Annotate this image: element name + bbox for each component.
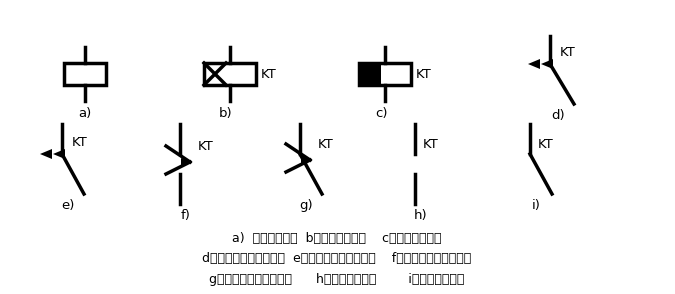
Text: b): b) (219, 106, 233, 119)
Polygon shape (541, 59, 553, 69)
Polygon shape (181, 158, 190, 166)
Text: KT: KT (261, 68, 277, 81)
Text: KT: KT (423, 138, 439, 151)
Text: c): c) (375, 106, 387, 119)
Text: KT: KT (416, 68, 432, 81)
Text: KT: KT (538, 138, 554, 151)
Text: f): f) (181, 210, 191, 223)
Polygon shape (528, 59, 540, 69)
Text: d）延时闭合的动断触点  e）延时断开的动断触点    f）延时断开的动合触点: d）延时闭合的动断触点 e）延时断开的动断触点 f）延时断开的动合触点 (202, 253, 472, 265)
Polygon shape (40, 149, 52, 159)
Polygon shape (53, 149, 65, 159)
Text: i): i) (532, 200, 541, 213)
Text: d): d) (551, 108, 565, 121)
Text: g): g) (299, 200, 313, 213)
Polygon shape (301, 156, 310, 164)
Text: KT: KT (560, 46, 576, 59)
Text: e): e) (61, 200, 75, 213)
Text: a)  一般线圈符号  b）通电延时线圈    c）断电延时线圈: a) 一般线圈符号 b）通电延时线圈 c）断电延时线圈 (232, 233, 441, 245)
Text: KT: KT (198, 139, 214, 153)
Text: h): h) (414, 210, 428, 223)
Bar (204, 63, 256, 85)
Bar (64, 63, 106, 85)
Bar (359, 63, 381, 85)
Text: a): a) (78, 106, 92, 119)
Bar (359, 63, 411, 85)
Text: KT: KT (72, 136, 88, 148)
Text: g）延时闭合的动断触点      h）瞬时动合触点        i）瞬时动断触点: g）延时闭合的动断触点 h）瞬时动合触点 i）瞬时动断触点 (209, 273, 464, 285)
Text: KT: KT (318, 138, 333, 151)
